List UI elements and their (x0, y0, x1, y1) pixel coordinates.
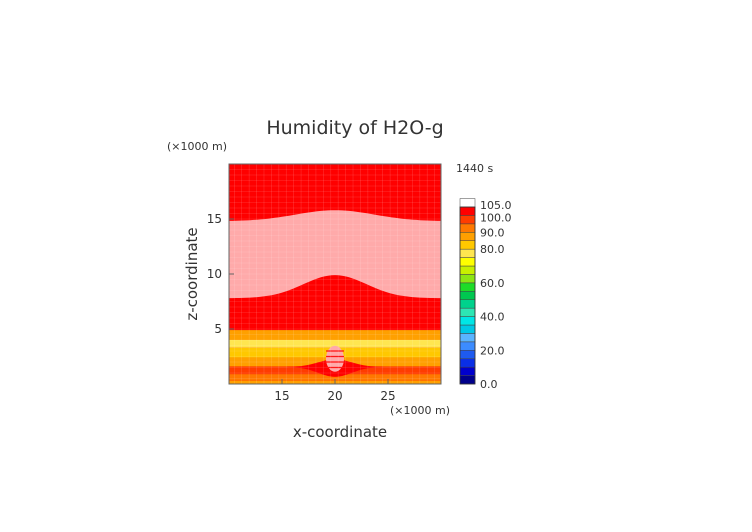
colorbar-swatch (459, 324, 476, 334)
colorbar-swatch (459, 299, 476, 309)
colorbar-swatch (459, 307, 476, 317)
y-unit-label: (×1000 m) (167, 140, 227, 153)
colorbar-tick-label: 60.0 (480, 277, 505, 290)
y-axis: 5 10 15 (207, 212, 234, 336)
time-label: 1440 s (456, 162, 493, 175)
colorbar-swatch (459, 341, 476, 351)
colorbar-frame (459, 206, 476, 385)
colorbar (459, 198, 476, 385)
heatmap-field (229, 164, 441, 384)
colorbar-swatch (459, 282, 476, 292)
x-tick-label: 20 (327, 389, 342, 403)
colorbar-swatch (459, 265, 476, 275)
y-tick-label: 10 (207, 267, 222, 281)
colorbar-tick-label: 80.0 (480, 243, 505, 256)
colorbar-swatch (459, 232, 476, 241)
colorbar-swatch (459, 257, 476, 267)
colorbar-tick-label: 20.0 (480, 344, 505, 357)
y-tick-label: 5 (214, 322, 222, 336)
colorbar-swatch (459, 198, 476, 208)
x-axis: 15 20 25 (274, 379, 396, 403)
x-tick-label: 25 (380, 389, 395, 403)
colorbar-swatch (459, 291, 476, 300)
x-axis-label: x-coordinate (293, 423, 387, 441)
colorbar-swatch (459, 375, 476, 385)
colorbar-tick-label: 0.0 (480, 378, 498, 391)
y-axis-label: z-coordinate (183, 227, 201, 320)
x-tick-label: 15 (274, 389, 289, 403)
humidity-layer (229, 330, 441, 340)
colorbar-swatch (459, 215, 476, 225)
colorbar-swatch (459, 240, 476, 250)
supersaturated-band (229, 210, 441, 299)
chart-title: Humidity of H2O-g (266, 117, 443, 139)
colorbar-swatch (459, 248, 476, 258)
colorbar-tick-label: 90.0 (480, 226, 505, 239)
colorbar-swatch (459, 366, 476, 376)
colorbar-swatch (459, 274, 476, 284)
y-tick-label: 15 (207, 212, 222, 226)
colorbar-tick-label: 105.0 (480, 199, 512, 212)
colorbar-swatch (459, 333, 476, 343)
colorbar-swatch (459, 350, 476, 359)
colorbar-swatch (459, 206, 476, 216)
mountain-cloud-core (326, 345, 344, 372)
humidity-layer (229, 340, 441, 348)
humidity-layer (229, 374, 441, 381)
colorbar-swatch (459, 358, 476, 368)
colorbar-tick-label: 40.0 (480, 311, 505, 324)
colorbar-swatch (459, 223, 476, 233)
colorbar-swatch (459, 316, 476, 326)
x-unit-label: (×1000 m) (390, 404, 450, 417)
colorbar-tick-label: 100.0 (480, 211, 512, 224)
